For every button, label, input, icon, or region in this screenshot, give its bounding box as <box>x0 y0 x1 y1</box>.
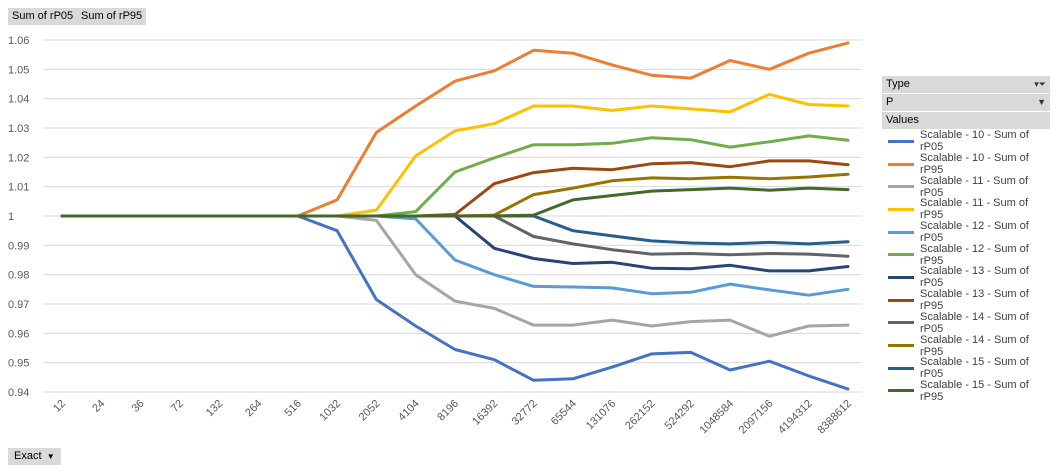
series-line <box>60 172 850 218</box>
x-tick-label: 12 <box>51 398 68 415</box>
legend-label: Scalable - 15 - Sum of rP95 <box>920 378 1029 403</box>
y-tick-label: 1.01 <box>8 182 29 194</box>
legend-label: Scalable - 15 - Sum of rP05 <box>920 356 1029 381</box>
legend-p-label: P <box>886 96 894 108</box>
dropdown-arrow-icon: ▼ <box>44 452 55 461</box>
legend-item: Scalable - 13 - Sum of rP05 <box>882 265 1050 290</box>
series-line <box>60 214 850 258</box>
x-tick-label: 72 <box>169 398 186 415</box>
legend-swatch <box>888 230 914 234</box>
legend-item: Scalable - 10 - Sum of rP05 <box>882 129 1050 154</box>
series-line <box>60 186 850 218</box>
x-tick-label: 264 <box>243 398 264 419</box>
x-tick-label: 262152 <box>623 398 657 432</box>
y-tick-label: 1.03 <box>8 123 29 135</box>
x-tick-label: 516 <box>282 398 303 419</box>
legend-values-label: Values <box>886 114 919 126</box>
legend-label: Scalable - 11 - Sum of rP05 <box>920 174 1029 199</box>
dropdown-arrow-icon[interactable]: ▼ <box>1037 97 1046 107</box>
series-line <box>60 214 850 338</box>
exact-filter-button[interactable]: Exact ▼ <box>8 448 61 465</box>
legend-item: Scalable - 10 - Sum of rP95 <box>882 152 1050 177</box>
legend-type-label: Type <box>886 78 910 90</box>
legend-label: Scalable - 14 - Sum of rP05 <box>920 310 1029 335</box>
field-button-sum-rp95[interactable]: Sum of rP95 <box>77 8 147 25</box>
x-tick-label: 1032 <box>317 398 343 424</box>
legend-p-header[interactable]: P ▼ <box>882 94 1050 111</box>
x-tick-label: 4194312 <box>776 398 815 437</box>
legend-label: Scalable - 10 - Sum of rP05 <box>920 129 1029 154</box>
x-tick-label: 24 <box>90 398 107 415</box>
legend-swatch <box>888 253 914 257</box>
legend-swatch <box>888 162 914 166</box>
field-button-sum-rp05[interactable]: Sum of rP05 <box>8 8 78 25</box>
legend-label: Scalable - 12 - Sum of rP05 <box>920 220 1029 245</box>
legend-swatch <box>888 207 914 211</box>
legend-items: Scalable - 10 - Sum of rP05 Scalable - 10… <box>882 129 1050 403</box>
x-tick-label: 65544 <box>549 398 579 428</box>
x-tick-label: 8196 <box>435 398 461 424</box>
x-tick-label: 524292 <box>662 398 696 432</box>
legend-item: Scalable - 12 - Sum of rP05 <box>882 220 1050 245</box>
x-tick-label: 131076 <box>584 398 618 432</box>
legend-swatch <box>888 321 914 325</box>
line-chart: 0.94 0.95 0.96 0.97 0.98 0.99 1 1.01 1.02 1.03 1.0… <box>8 35 862 437</box>
legend-label: Scalable - 11 - Sum of rP95 <box>920 197 1029 222</box>
x-tick-label: 8388612 <box>815 398 854 437</box>
y-tick-label: 1.04 <box>8 94 29 106</box>
exact-filter-label: Exact <box>14 450 42 462</box>
legend-item: Scalable - 11 - Sum of rP95 <box>882 197 1050 222</box>
y-tick-label: 0.96 <box>8 328 29 340</box>
y-tick-label: 0.97 <box>8 299 29 311</box>
x-tick-label: 2052 <box>357 398 383 424</box>
legend-swatch <box>888 389 914 393</box>
legend-label: Scalable - 12 - Sum of rP95 <box>920 242 1029 267</box>
x-tick-label: 1048584 <box>697 398 736 437</box>
legend-label: Scalable - 13 - Sum of rP05 <box>920 265 1029 290</box>
legend-label: Scalable - 10 - Sum of rP95 <box>920 152 1029 177</box>
chart-legend: Type ▾⏷ P ▼ Values Scalable - 10 - Sum o… <box>882 76 1050 403</box>
legend-label: Scalable - 14 - Sum of rP95 <box>920 333 1029 358</box>
legend-swatch <box>888 344 914 348</box>
series-line <box>60 92 850 218</box>
x-tick-label: 2097156 <box>737 398 776 437</box>
legend-values-header: Values <box>882 112 1050 129</box>
legend-swatch <box>888 185 914 189</box>
legend-item: Scalable - 14 - Sum of rP95 <box>882 333 1050 358</box>
legend-item: Scalable - 12 - Sum of rP95 <box>882 242 1050 267</box>
legend-item: Scalable - 14 - Sum of rP05 <box>882 310 1050 335</box>
legend-item: Scalable - 15 - Sum of rP95 <box>882 378 1050 403</box>
y-tick-label: 0.95 <box>8 358 29 370</box>
legend-item: Scalable - 15 - Sum of rP05 <box>882 356 1050 381</box>
y-tick-label: 0.99 <box>8 240 29 252</box>
legend-swatch <box>888 139 914 143</box>
x-tick-label: 16392 <box>470 398 500 428</box>
series-line <box>60 214 850 246</box>
x-tick-label: 36 <box>130 398 147 415</box>
y-tick-label: 1.05 <box>8 64 29 76</box>
y-tick-label: 1 <box>8 211 14 223</box>
legend-label: Scalable - 13 - Sum of rP95 <box>920 288 1029 313</box>
y-tick-label: 1.02 <box>8 152 29 164</box>
x-tick-label: 132 <box>204 398 225 419</box>
legend-swatch <box>888 275 914 279</box>
legend-type-header[interactable]: Type ▾⏷ <box>882 76 1050 93</box>
legend-item: Scalable - 13 - Sum of rP95 <box>882 288 1050 313</box>
x-tick-label: 32772 <box>510 398 540 428</box>
y-tick-label: 1.06 <box>8 35 29 47</box>
y-tick-label: 0.98 <box>8 270 29 282</box>
legend-swatch <box>888 366 914 370</box>
legend-swatch <box>888 298 914 302</box>
filter-icon[interactable]: ▾⏷ <box>1034 79 1046 89</box>
y-tick-label: 0.94 <box>8 387 29 399</box>
legend-item: Scalable - 11 - Sum of rP05 <box>882 174 1050 199</box>
x-tick-label: 4104 <box>396 398 422 424</box>
